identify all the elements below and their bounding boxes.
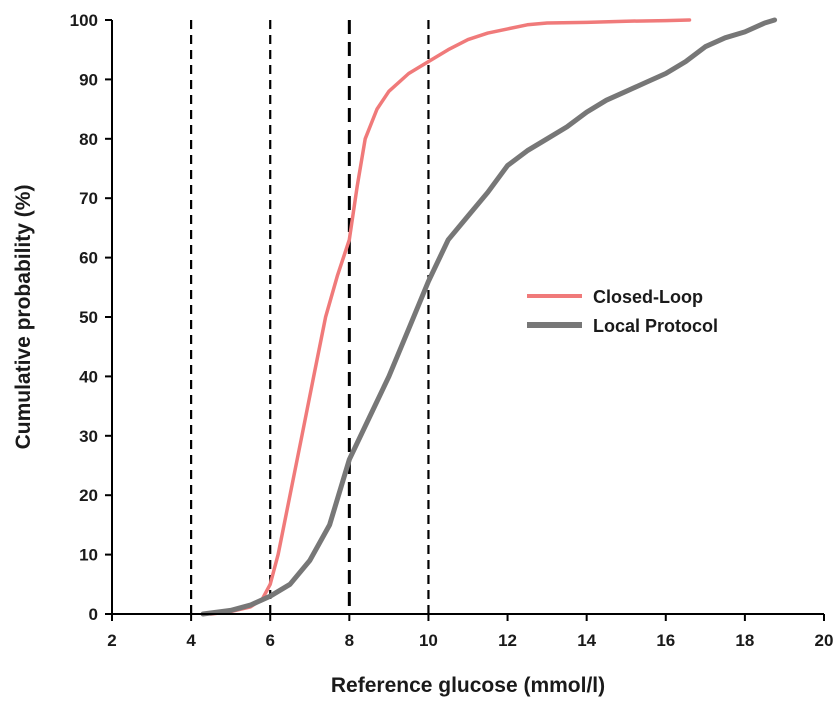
legend: Closed-Loop Local Protocol: [527, 287, 718, 336]
y-tick-label: 50: [79, 308, 98, 327]
x-tick-label: 20: [815, 631, 834, 650]
y-tick-label: 40: [79, 367, 98, 386]
y-tick-label: 10: [79, 546, 98, 565]
y-tick-label: 30: [79, 427, 98, 446]
x-tick-label: 14: [577, 631, 596, 650]
x-tick-label: 4: [186, 631, 196, 650]
x-tick-label: 6: [265, 631, 274, 650]
y-tick-label: 80: [79, 130, 98, 149]
y-tick-label: 100: [70, 11, 98, 30]
legend-label-local-protocol: Local Protocol: [593, 316, 718, 336]
y-tick-label: 70: [79, 189, 98, 208]
x-tick-label: 2: [107, 631, 116, 650]
series-lines: [200, 17, 778, 617]
series-line-local-protocol: [200, 17, 778, 617]
series-line-closed-loop: [209, 18, 692, 616]
x-tick-label: 8: [345, 631, 354, 650]
x-tick-label: 12: [498, 631, 517, 650]
x-tick-label: 10: [419, 631, 438, 650]
y-tick-label: 20: [79, 486, 98, 505]
x-tick-label: 16: [656, 631, 675, 650]
x-tick-label: 18: [735, 631, 754, 650]
axis-ticks: 2 4 6 8 10 12 14 16 18 20 0 10 20 30 40 50 60 70 80 90 100: [70, 11, 834, 650]
y-tick-label: 90: [79, 70, 98, 89]
x-axis-title: Reference glucose (mmol/l): [331, 674, 605, 697]
y-axis-title: Cumulative probability (%): [12, 185, 35, 450]
legend-label-closed-loop: Closed-Loop: [593, 287, 703, 307]
reference-lines: [190, 20, 430, 614]
y-tick-label: 0: [89, 605, 98, 624]
y-tick-label: 60: [79, 249, 98, 268]
